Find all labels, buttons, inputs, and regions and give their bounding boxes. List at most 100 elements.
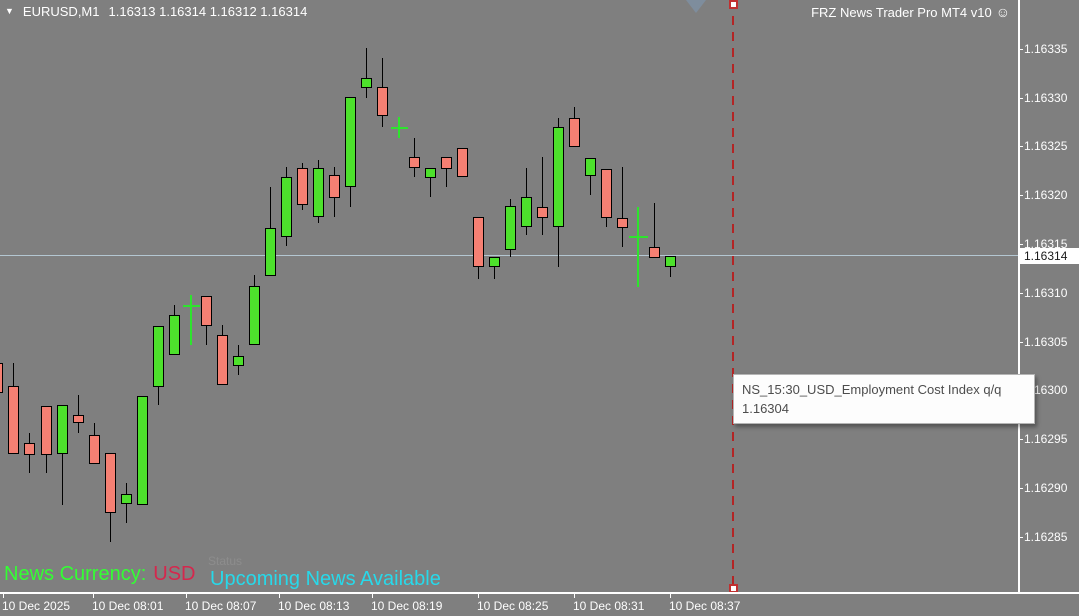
candle-body-down <box>601 169 612 218</box>
candle-body-down <box>105 453 116 513</box>
price-axis-tick <box>1019 146 1023 147</box>
price-axis-label: 1.16285 <box>1024 530 1068 544</box>
news-time-line <box>732 0 734 592</box>
news-tooltip: NS_15:30_USD_Employment Cost Index q/q 1… <box>733 374 1035 424</box>
time-axis-label: 10 Dec 08:37 <box>669 599 741 613</box>
candles-layer <box>0 48 676 542</box>
price-axis-tick <box>1019 293 1023 294</box>
candle-body-up <box>313 168 324 217</box>
time-axis-tick <box>372 592 373 598</box>
candle-body-down <box>649 247 660 258</box>
price-axis-tick <box>1019 342 1023 343</box>
candle-body-down <box>409 157 420 168</box>
candle-body-down <box>41 406 52 455</box>
candle-body-up <box>425 168 436 178</box>
current-price-box: 1.16314 <box>1020 248 1079 264</box>
chart-header: ▼ EURUSD,M1 1.16313 1.16314 1.16312 1.16… <box>5 4 307 19</box>
news-tooltip-title: NS_15:30_USD_Employment Cost Index q/q <box>742 382 1002 397</box>
candle-body-down <box>441 157 452 169</box>
price-axis-label: 1.16290 <box>1024 481 1068 495</box>
time-axis-label: 10 Dec 2025 <box>2 599 71 613</box>
candle-body-up <box>489 257 500 267</box>
price-axis-separator <box>1018 0 1020 592</box>
candle-wick <box>622 167 623 247</box>
candle-body-down <box>201 296 212 326</box>
candle-body-up <box>505 206 516 250</box>
candle-body-down <box>617 218 628 228</box>
candle-wick <box>542 157 543 235</box>
time-axis-label: 10 Dec 08:19 <box>371 599 443 613</box>
price-axis-label: 1.16330 <box>1024 91 1068 105</box>
chart-shift-icon[interactable] <box>686 0 706 13</box>
time-axis-tick <box>93 592 94 598</box>
candle-body-up <box>553 127 564 227</box>
price-axis-label: 1.16305 <box>1024 335 1068 349</box>
price-axis-tick <box>1019 98 1023 99</box>
price-axis-tick <box>1019 195 1023 196</box>
news-currency-value: USD <box>153 563 196 585</box>
candle-body-down <box>537 207 548 218</box>
cross-marker-icon <box>183 305 200 307</box>
candle-body-up <box>121 494 132 504</box>
time-axis-tick <box>3 592 4 598</box>
candle-body-down <box>457 148 468 177</box>
candle-wick <box>590 158 591 195</box>
candle-wick <box>430 168 431 197</box>
symbol-dropdown-icon[interactable]: ▼ <box>5 6 14 16</box>
status-ghost-label: Status <box>208 554 243 568</box>
cross-marker-icon <box>637 207 639 287</box>
symbol-label: EURUSD,M1 <box>22 4 100 19</box>
time-axis-label: 10 Dec 08:01 <box>92 599 164 613</box>
candle-body-down <box>217 335 228 385</box>
ohlc-quotes: 1.16313 1.16314 1.16312 1.16314 <box>108 4 308 19</box>
time-axis-label: 10 Dec 08:31 <box>573 599 645 613</box>
candle-body-up <box>153 326 164 387</box>
candle-body-down <box>329 175 340 198</box>
candle-body-down <box>0 363 3 393</box>
time-axis-tick <box>478 592 479 598</box>
candle-wick <box>446 157 447 187</box>
indicator-title: FRZ News Trader Pro MT4 v10 ☺ <box>811 4 1010 20</box>
price-axis-label: 1.16320 <box>1024 188 1068 202</box>
candle-wick <box>366 48 367 98</box>
price-axis-tick <box>1019 244 1023 245</box>
candle-body-up <box>361 78 372 88</box>
chart-area[interactable] <box>0 0 1019 593</box>
candle-body-up <box>521 197 532 227</box>
candle-body-up <box>137 396 148 505</box>
price-axis-tick <box>1019 537 1023 538</box>
candle-wick <box>78 395 79 433</box>
price-axis-label: 1.16335 <box>1024 42 1068 56</box>
markers-layer <box>183 117 648 345</box>
candle-body-up <box>265 228 276 276</box>
candle-body-down <box>473 217 484 267</box>
cross-marker-icon <box>629 236 648 238</box>
candle-body-down <box>8 386 19 454</box>
news-currency-text: News Currency: USD <box>4 563 196 586</box>
time-axis-tick <box>279 592 280 598</box>
price-axis-label: 1.16325 <box>1024 139 1068 153</box>
candle-body-down <box>569 118 580 147</box>
candle-body-down <box>24 443 35 455</box>
candle-body-up <box>281 177 292 237</box>
candle-body-up <box>585 158 596 176</box>
candle-body-down <box>297 168 308 205</box>
candle-body-down <box>89 435 100 464</box>
price-axis-tick <box>1019 488 1023 489</box>
candle-body-up <box>249 286 260 345</box>
time-axis-separator <box>0 592 1079 594</box>
news-line-top-marker <box>729 0 738 9</box>
time-axis-tick <box>670 592 671 598</box>
time-axis-label: 10 Dec 08:13 <box>278 599 350 613</box>
candle-body-up <box>169 315 180 355</box>
candle-wick <box>654 203 655 258</box>
cross-marker-icon <box>391 127 408 129</box>
candle-body-down <box>73 415 84 423</box>
cross-marker-icon <box>190 295 192 345</box>
candle-body-down <box>377 87 388 116</box>
price-axis-tick <box>1019 49 1023 50</box>
current-price-line <box>0 255 1019 256</box>
candle-body-up <box>345 97 356 187</box>
time-axis-label: 10 Dec 08:07 <box>185 599 257 613</box>
